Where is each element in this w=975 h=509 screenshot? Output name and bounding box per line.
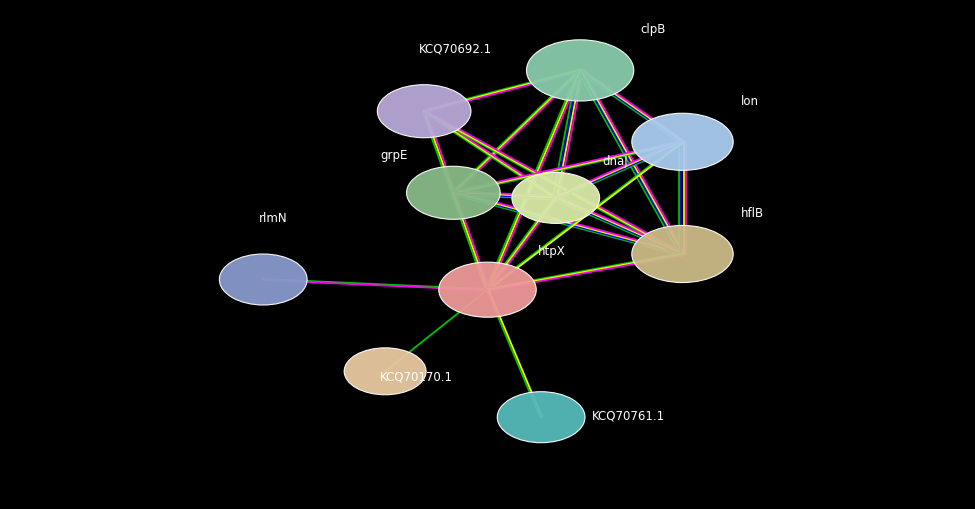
- Ellipse shape: [344, 348, 426, 395]
- Text: KCQ70692.1: KCQ70692.1: [419, 42, 492, 55]
- Ellipse shape: [632, 226, 733, 283]
- Text: rlmN: rlmN: [258, 212, 287, 225]
- Text: htpX: htpX: [538, 245, 566, 258]
- Text: KCQ70170.1: KCQ70170.1: [380, 370, 453, 383]
- Text: clpB: clpB: [641, 23, 666, 36]
- Ellipse shape: [512, 173, 600, 224]
- Text: lon: lon: [741, 95, 759, 108]
- Text: hflB: hflB: [741, 207, 764, 220]
- Ellipse shape: [439, 263, 536, 318]
- Ellipse shape: [632, 114, 733, 171]
- Ellipse shape: [219, 254, 307, 305]
- Text: dnaJ: dnaJ: [603, 155, 628, 168]
- Text: KCQ70761.1: KCQ70761.1: [592, 409, 665, 421]
- Ellipse shape: [377, 86, 471, 138]
- Ellipse shape: [497, 392, 585, 443]
- Text: grpE: grpE: [380, 149, 408, 162]
- Ellipse shape: [407, 167, 500, 220]
- Ellipse shape: [526, 41, 634, 102]
